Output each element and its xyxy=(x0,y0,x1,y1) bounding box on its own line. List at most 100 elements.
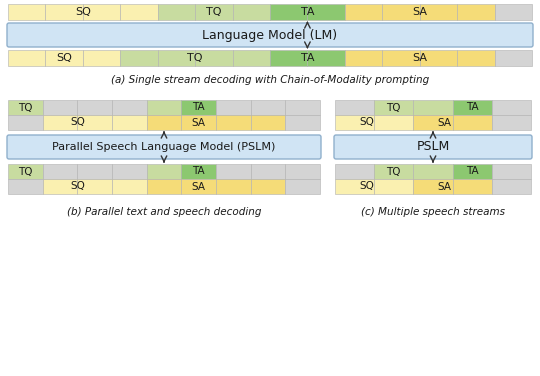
Bar xyxy=(457,50,495,66)
Text: SA: SA xyxy=(438,182,452,191)
Text: Language Model (LM): Language Model (LM) xyxy=(202,29,338,41)
Text: SA: SA xyxy=(438,117,452,127)
Text: TA: TA xyxy=(466,103,478,112)
Bar xyxy=(112,164,147,179)
Bar xyxy=(8,50,45,66)
Text: TQ: TQ xyxy=(18,103,32,112)
Bar xyxy=(181,115,216,130)
Text: TA: TA xyxy=(192,167,205,176)
Bar xyxy=(345,50,382,66)
Bar xyxy=(453,164,492,179)
Bar xyxy=(492,100,531,115)
Bar xyxy=(335,100,374,115)
Bar xyxy=(492,179,531,194)
Bar xyxy=(414,115,453,130)
Bar xyxy=(216,100,251,115)
Bar xyxy=(307,50,345,66)
Bar xyxy=(251,115,285,130)
Bar xyxy=(453,115,492,130)
Bar xyxy=(374,164,414,179)
Bar xyxy=(251,100,285,115)
Bar xyxy=(216,179,251,194)
Bar xyxy=(453,100,492,115)
Bar xyxy=(335,179,374,194)
Bar xyxy=(77,100,112,115)
Bar xyxy=(285,115,320,130)
Bar xyxy=(8,115,43,130)
FancyBboxPatch shape xyxy=(7,23,533,47)
Bar xyxy=(492,164,531,179)
Bar xyxy=(195,4,233,20)
Bar xyxy=(112,115,147,130)
Bar xyxy=(83,4,120,20)
Bar xyxy=(181,100,216,115)
Bar xyxy=(158,4,195,20)
Bar xyxy=(285,100,320,115)
Text: SQ: SQ xyxy=(359,182,374,191)
Text: SQ: SQ xyxy=(70,117,85,127)
Bar xyxy=(495,4,532,20)
Text: TQ: TQ xyxy=(387,103,401,112)
Text: SA: SA xyxy=(412,7,427,17)
FancyBboxPatch shape xyxy=(7,135,321,159)
Bar xyxy=(158,50,195,66)
Bar xyxy=(420,4,457,20)
Text: SQ: SQ xyxy=(75,7,91,17)
Bar xyxy=(43,100,77,115)
Bar xyxy=(251,164,285,179)
Text: SQ: SQ xyxy=(359,117,374,127)
Bar xyxy=(420,50,457,66)
Bar xyxy=(414,164,453,179)
Bar xyxy=(77,179,112,194)
Bar xyxy=(8,164,43,179)
Bar xyxy=(120,50,158,66)
Bar xyxy=(492,115,531,130)
Bar xyxy=(77,164,112,179)
Bar xyxy=(285,164,320,179)
Text: TA: TA xyxy=(466,167,478,176)
Bar xyxy=(147,100,181,115)
Bar xyxy=(251,179,285,194)
Bar xyxy=(77,115,112,130)
Text: (c) Multiple speech streams: (c) Multiple speech streams xyxy=(361,207,505,217)
Bar xyxy=(8,179,43,194)
Bar xyxy=(270,4,307,20)
FancyBboxPatch shape xyxy=(334,135,532,159)
Bar xyxy=(414,179,453,194)
Bar xyxy=(414,100,453,115)
Bar xyxy=(335,115,374,130)
Bar xyxy=(83,50,120,66)
Bar xyxy=(195,50,233,66)
Bar xyxy=(216,115,251,130)
Bar xyxy=(147,115,181,130)
Bar xyxy=(307,4,345,20)
Bar xyxy=(147,164,181,179)
Bar xyxy=(216,164,251,179)
Bar xyxy=(120,4,158,20)
Bar xyxy=(335,164,374,179)
Bar xyxy=(233,50,270,66)
Text: SA: SA xyxy=(412,53,427,63)
Bar xyxy=(45,50,83,66)
Bar xyxy=(270,50,307,66)
Bar xyxy=(43,115,77,130)
Text: PSLM: PSLM xyxy=(416,141,450,153)
Text: TQ: TQ xyxy=(206,7,221,17)
Bar xyxy=(181,179,216,194)
Text: (b) Parallel text and speech decoding: (b) Parallel text and speech decoding xyxy=(67,207,261,217)
Bar xyxy=(112,100,147,115)
Text: SQ: SQ xyxy=(70,182,85,191)
Text: (a) Single stream decoding with Chain-of-Modality prompting: (a) Single stream decoding with Chain-of… xyxy=(111,75,429,85)
Bar xyxy=(495,50,532,66)
Bar xyxy=(45,4,83,20)
Bar xyxy=(382,4,420,20)
Bar xyxy=(374,115,414,130)
Bar xyxy=(345,4,382,20)
Bar xyxy=(374,100,414,115)
Bar xyxy=(43,164,77,179)
Bar xyxy=(8,100,43,115)
Text: TA: TA xyxy=(301,7,314,17)
Bar xyxy=(181,164,216,179)
Text: TQ: TQ xyxy=(187,53,203,63)
Text: Parallel Speech Language Model (PSLM): Parallel Speech Language Model (PSLM) xyxy=(52,142,276,152)
